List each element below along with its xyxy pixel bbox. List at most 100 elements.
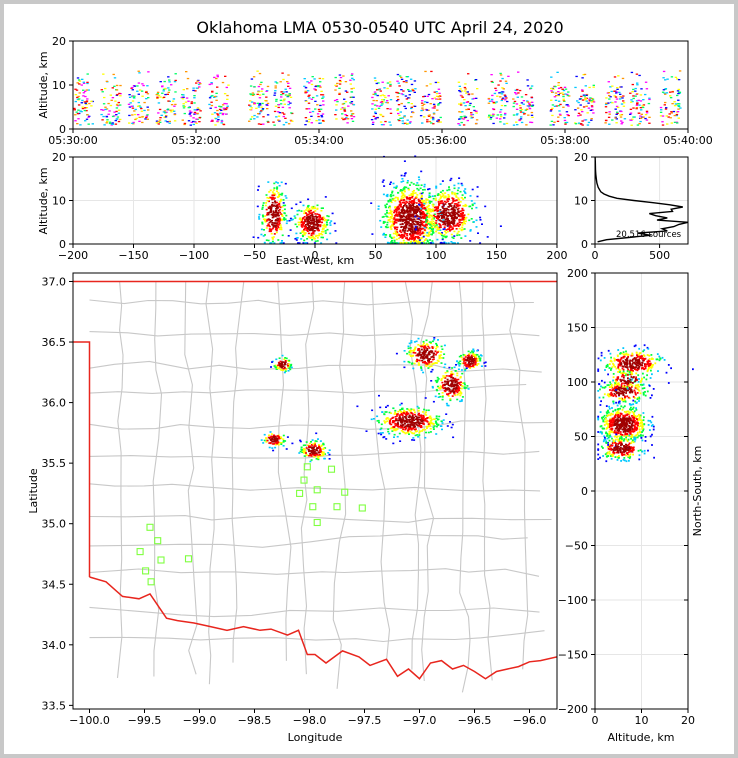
time-height-source bbox=[373, 91, 377, 93]
ew-altitude-source bbox=[278, 201, 281, 203]
plan-view-source bbox=[440, 345, 443, 348]
time-height-source bbox=[220, 106, 223, 108]
ew-altitude-source bbox=[410, 202, 413, 204]
time-height-source bbox=[257, 85, 261, 88]
time-height-source bbox=[589, 109, 593, 111]
ew-altitude-source bbox=[430, 218, 433, 221]
plan-view-source bbox=[444, 377, 447, 379]
x-tick-label: 05:32:00 bbox=[171, 134, 220, 147]
time-height-source bbox=[199, 110, 202, 112]
time-height-source bbox=[374, 112, 377, 115]
ew-altitude-source bbox=[309, 219, 312, 221]
ew-altitude-source bbox=[426, 239, 429, 242]
ew-altitude-source bbox=[435, 225, 438, 228]
ew-altitude-source bbox=[416, 211, 418, 213]
plan-view-source bbox=[394, 424, 397, 427]
time-height-source bbox=[198, 117, 201, 119]
time-height-source bbox=[110, 124, 113, 126]
ew-altitude-source bbox=[437, 228, 440, 231]
ew-altitude-source bbox=[392, 199, 395, 201]
time-height-source bbox=[341, 117, 344, 119]
time-height-source bbox=[567, 114, 570, 117]
time-height-source bbox=[556, 120, 560, 122]
ew-altitude-source bbox=[389, 198, 392, 201]
ew-altitude-source bbox=[306, 216, 309, 218]
plan-view-source bbox=[460, 354, 462, 357]
ew-altitude-source bbox=[441, 238, 444, 241]
ew-altitude-source bbox=[383, 221, 386, 223]
plan-view-source bbox=[456, 372, 459, 375]
time-height-source bbox=[102, 103, 106, 105]
plan-view-source bbox=[417, 409, 420, 412]
plan-view-source bbox=[446, 389, 448, 391]
time-height-source bbox=[183, 122, 187, 125]
plan-view-source bbox=[407, 416, 410, 419]
ew-altitude-source bbox=[395, 242, 398, 244]
plan-view-source bbox=[423, 418, 426, 421]
time-height-source bbox=[157, 123, 160, 125]
time-height-source bbox=[115, 94, 119, 96]
ew-altitude-source bbox=[455, 228, 458, 230]
ew-altitude-source bbox=[271, 238, 274, 240]
time-height-source bbox=[661, 91, 665, 93]
time-height-source bbox=[500, 104, 504, 107]
ew-altitude-source bbox=[387, 199, 390, 202]
plan-view-source bbox=[430, 361, 433, 363]
ew-altitude-source bbox=[444, 230, 447, 233]
ew-altitude-source bbox=[300, 210, 303, 212]
time-height-source bbox=[670, 112, 673, 114]
plan-view-source bbox=[312, 453, 315, 455]
ew-altitude-source bbox=[395, 238, 398, 241]
time-height-source bbox=[371, 103, 374, 105]
ew-altitude-source bbox=[307, 220, 310, 223]
time-height-source bbox=[648, 116, 651, 118]
ew-altitude-source bbox=[300, 221, 303, 224]
y-tick-label: 0 bbox=[581, 238, 588, 251]
time-height-source bbox=[321, 78, 325, 80]
ew-altitude-source bbox=[477, 232, 479, 234]
time-height-source bbox=[635, 100, 639, 102]
ns-altitude-source bbox=[631, 422, 634, 425]
ew-altitude-source bbox=[418, 211, 421, 213]
time-height-source bbox=[168, 89, 171, 91]
ew-altitude-source bbox=[413, 218, 416, 221]
time-height-source bbox=[308, 94, 311, 96]
time-height-source bbox=[502, 97, 505, 99]
ew-altitude-source bbox=[394, 214, 397, 217]
time-height-source bbox=[568, 95, 571, 97]
ew-altitude-source bbox=[450, 241, 453, 243]
ew-altitude-source bbox=[414, 228, 417, 231]
ew-altitude-source bbox=[457, 197, 460, 199]
time-height-source bbox=[319, 81, 322, 83]
ew-altitude-source bbox=[461, 218, 464, 221]
ew-altitude-source bbox=[393, 186, 396, 189]
ew-altitude-source bbox=[317, 213, 320, 216]
ew-altitude-source bbox=[426, 206, 429, 208]
time-height-source bbox=[586, 124, 590, 126]
ew-altitude-source bbox=[313, 226, 316, 228]
plan-view-source bbox=[484, 365, 487, 367]
source-count-annotation: 20,516 sources bbox=[616, 230, 682, 240]
ew-altitude-source bbox=[435, 219, 438, 222]
plan-view-source bbox=[438, 354, 441, 357]
plan-view-source bbox=[396, 435, 399, 438]
plan-view-source bbox=[423, 361, 426, 363]
time-height-source bbox=[605, 102, 608, 104]
time-height-source bbox=[635, 104, 639, 106]
ns-altitude-source bbox=[618, 425, 620, 428]
plan-view-source bbox=[391, 430, 394, 432]
ew-altitude-source bbox=[456, 208, 459, 211]
ew-altitude-source bbox=[414, 210, 417, 213]
ew-altitude-source bbox=[455, 217, 458, 219]
plan-view-source bbox=[434, 353, 437, 356]
time-height-source bbox=[211, 120, 214, 122]
ew-altitude-source bbox=[456, 242, 459, 244]
time-height-source bbox=[310, 122, 313, 124]
time-height-source bbox=[583, 73, 587, 76]
ew-altitude-source bbox=[413, 201, 416, 204]
plan-view-source bbox=[390, 426, 393, 429]
time-height-source bbox=[489, 118, 492, 120]
ew-altitude-source bbox=[393, 209, 396, 212]
plan-view-source bbox=[441, 386, 444, 388]
